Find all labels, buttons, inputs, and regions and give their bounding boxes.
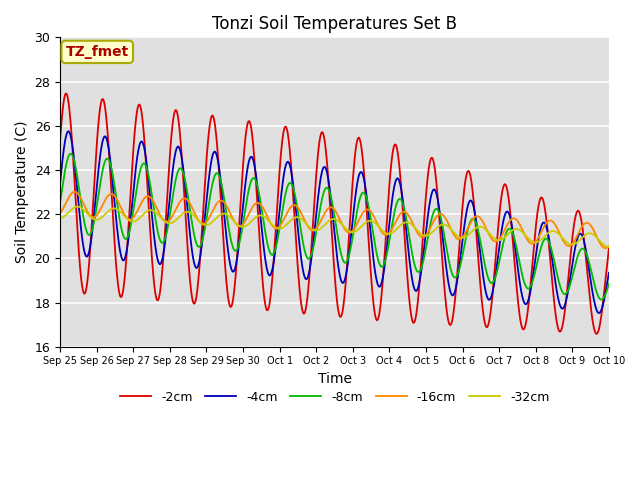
- Legend: -2cm, -4cm, -8cm, -16cm, -32cm: -2cm, -4cm, -8cm, -16cm, -32cm: [115, 385, 554, 408]
- -32cm: [119, 212, 127, 217]
- X-axis label: Time: Time: [317, 372, 351, 386]
- Line: -16cm: -16cm: [60, 192, 609, 248]
- -4cm: [535, 232, 543, 238]
- -32cm: [56, 215, 64, 221]
- -16cm: [56, 210, 64, 216]
- -32cm: [152, 209, 159, 215]
- -2cm: [535, 200, 543, 205]
- -32cm: [74, 204, 81, 209]
- -8cm: [598, 297, 605, 302]
- -2cm: [119, 289, 127, 295]
- Title: Tonzi Soil Temperatures Set B: Tonzi Soil Temperatures Set B: [212, 15, 457, 33]
- -16cm: [605, 243, 612, 249]
- -16cm: [71, 189, 79, 195]
- -8cm: [67, 151, 74, 156]
- -4cm: [119, 257, 127, 263]
- -4cm: [595, 310, 602, 316]
- -4cm: [605, 270, 612, 276]
- -2cm: [593, 331, 600, 336]
- -8cm: [605, 281, 612, 287]
- -8cm: [267, 251, 275, 257]
- -32cm: [291, 215, 298, 221]
- -8cm: [119, 231, 127, 237]
- Line: -32cm: -32cm: [60, 206, 609, 247]
- -2cm: [62, 91, 70, 96]
- -2cm: [152, 291, 159, 297]
- -4cm: [65, 129, 72, 134]
- -32cm: [605, 244, 612, 250]
- -32cm: [605, 244, 612, 250]
- -16cm: [267, 220, 275, 226]
- -8cm: [595, 293, 602, 299]
- -2cm: [267, 292, 275, 298]
- -16cm: [291, 202, 298, 208]
- -32cm: [267, 220, 275, 226]
- -2cm: [291, 215, 298, 220]
- -32cm: [595, 236, 602, 242]
- -2cm: [56, 137, 64, 143]
- Line: -2cm: -2cm: [60, 94, 609, 334]
- -2cm: [595, 328, 602, 334]
- -16cm: [602, 245, 609, 251]
- -4cm: [152, 244, 159, 250]
- -16cm: [535, 233, 543, 239]
- -16cm: [152, 203, 159, 208]
- -16cm: [119, 209, 127, 215]
- -8cm: [291, 190, 298, 196]
- -4cm: [267, 272, 275, 277]
- -4cm: [291, 193, 298, 199]
- -4cm: [56, 180, 64, 186]
- -4cm: [595, 310, 603, 316]
- -8cm: [56, 199, 64, 205]
- Text: TZ_fmet: TZ_fmet: [66, 45, 129, 59]
- Y-axis label: Soil Temperature (C): Soil Temperature (C): [15, 121, 29, 264]
- -16cm: [595, 237, 602, 243]
- -2cm: [605, 246, 612, 252]
- -8cm: [152, 216, 159, 222]
- -32cm: [535, 238, 543, 244]
- Line: -4cm: -4cm: [60, 132, 609, 313]
- Line: -8cm: -8cm: [60, 154, 609, 300]
- -8cm: [535, 252, 543, 257]
